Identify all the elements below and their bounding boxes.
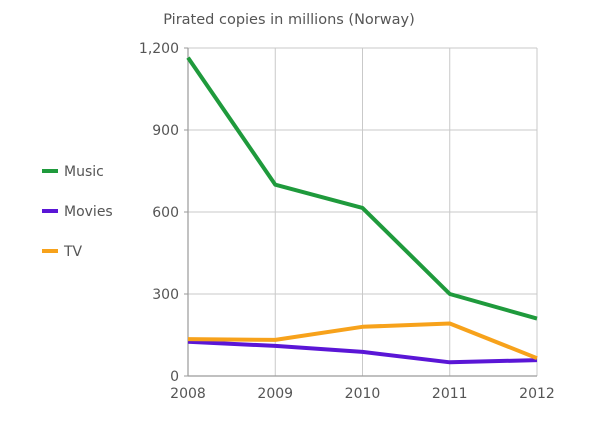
x-tick-label: 2010 [345, 386, 381, 402]
x-tick-label: 2008 [170, 386, 206, 402]
y-tick-labels: 0 300 600 900 1,200 [139, 41, 179, 385]
y-tick-label: 1,200 [139, 41, 179, 57]
x-tick-label: 2009 [257, 386, 293, 402]
series-lines [186, 56, 538, 365]
grid-lines [188, 47, 538, 376]
legend-label-tv: TV [63, 244, 83, 260]
legend: Music Movies TV [42, 164, 113, 260]
axes [184, 47, 537, 377]
x-tick-label: 2011 [432, 386, 468, 402]
y-tick-label: 900 [152, 123, 179, 139]
series-line-tv [187, 321, 538, 361]
x-tick-labels: 2008 2009 2010 2011 2012 [170, 386, 555, 402]
chart-title: Pirated copies in millions (Norway) [163, 12, 415, 28]
legend-label-music: Music [64, 164, 104, 180]
series-line-music [186, 56, 538, 321]
y-tick-label: 600 [152, 205, 179, 221]
legend-label-movies: Movies [64, 204, 113, 220]
y-tick-label: 300 [152, 287, 179, 303]
x-tick-label: 2012 [519, 386, 555, 402]
y-tick-label: 0 [170, 369, 179, 385]
series-line-movies [187, 339, 538, 365]
